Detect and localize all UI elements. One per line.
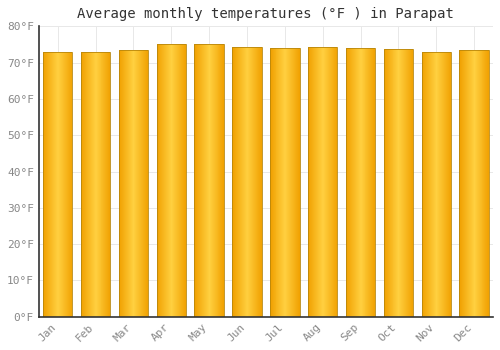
Bar: [346, 48, 376, 317]
Bar: [384, 49, 413, 317]
Bar: [43, 52, 72, 317]
Bar: [194, 44, 224, 317]
Bar: [308, 47, 338, 317]
Bar: [156, 44, 186, 317]
Title: Average monthly temperatures (°F ) in Parapat: Average monthly temperatures (°F ) in Pa…: [78, 7, 454, 21]
Bar: [118, 49, 148, 317]
Bar: [81, 52, 110, 317]
Bar: [270, 48, 300, 317]
Bar: [460, 49, 489, 317]
Bar: [422, 52, 451, 317]
Bar: [232, 47, 262, 317]
